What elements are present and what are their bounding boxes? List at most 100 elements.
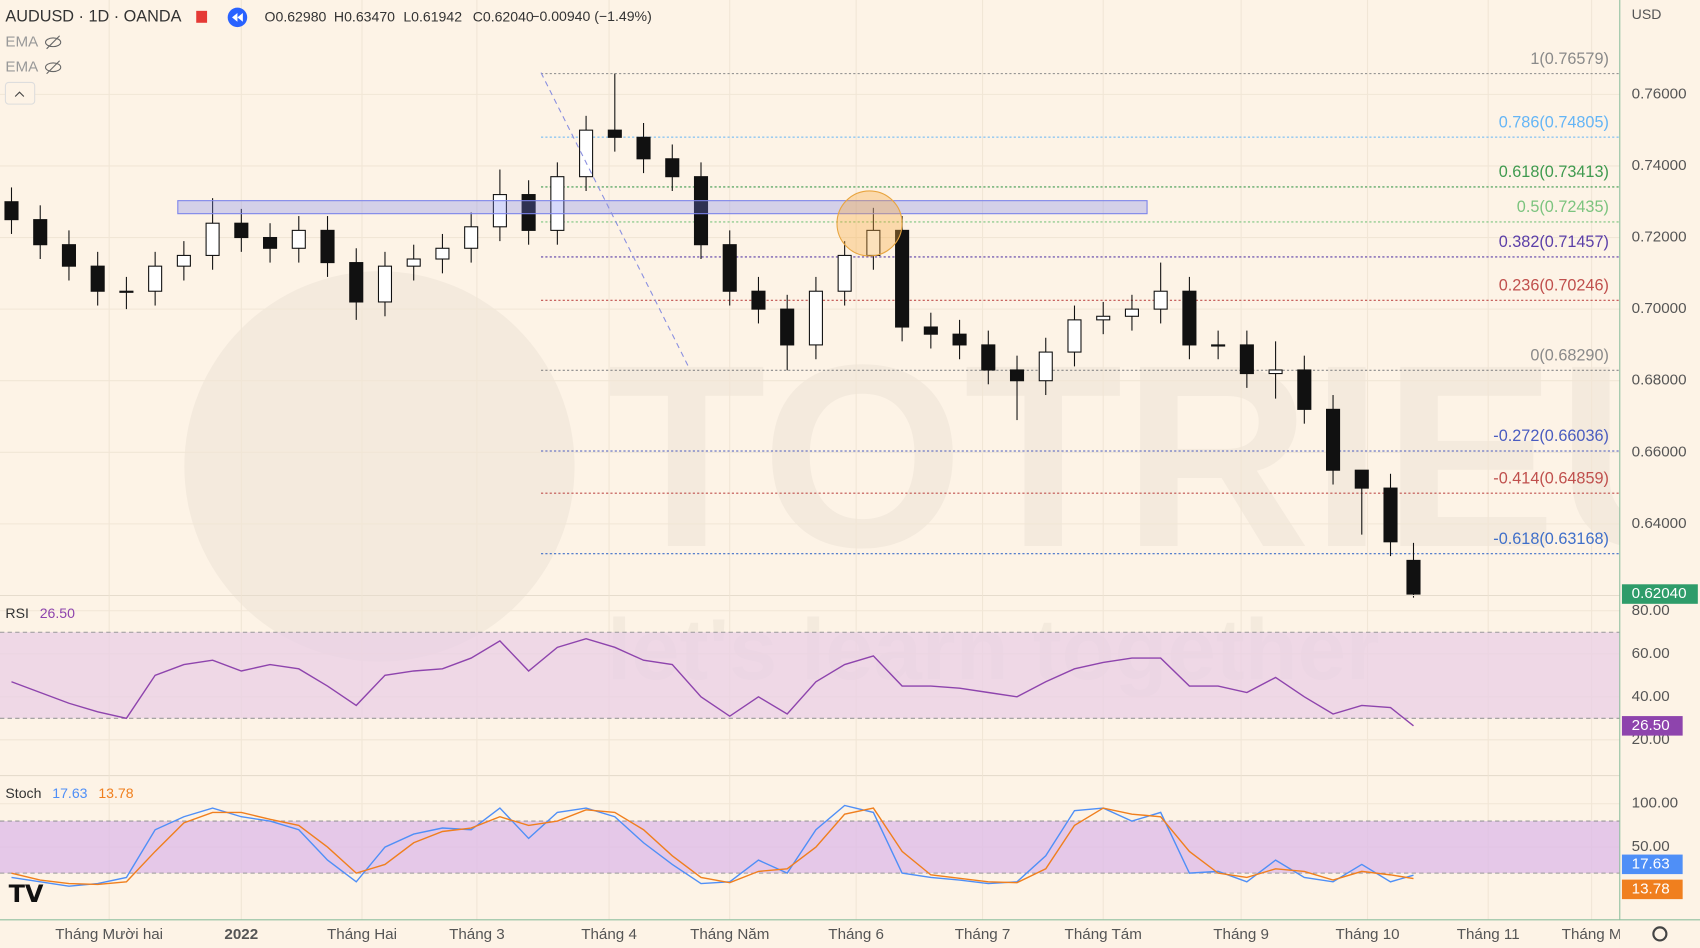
indicator-line xyxy=(11,807,1414,886)
candle-body xyxy=(1268,369,1283,375)
last-value-badge xyxy=(1621,879,1683,900)
fib-label: 0.786(0.74805) xyxy=(1499,113,1609,131)
ohlc-label: C xyxy=(473,8,483,24)
candle-body xyxy=(521,194,536,231)
candle-body xyxy=(895,229,910,328)
pane-title: RSI xyxy=(5,605,28,621)
x-tick-label: Tháng 7 xyxy=(955,926,1011,943)
candle-body xyxy=(349,262,364,303)
band xyxy=(0,632,1620,719)
last-price-badge xyxy=(1621,584,1698,604)
indicator-line xyxy=(11,637,1414,727)
ohlc-label: O xyxy=(265,8,276,24)
candle-body xyxy=(119,290,134,293)
last-value-label: 26.50 xyxy=(1632,717,1670,734)
x-tick-label: Tháng Mười hai xyxy=(55,926,163,943)
pane-value: 17.63 xyxy=(52,785,87,801)
x-tick-label: Tháng 9 xyxy=(1213,926,1269,943)
candle-body xyxy=(464,226,479,249)
fib-label: -0.414(0.64859) xyxy=(1493,469,1609,487)
watermark-logo xyxy=(184,271,574,661)
y-tick-label: 0.76000 xyxy=(1632,85,1687,102)
candle-body xyxy=(751,290,766,310)
candle-body xyxy=(693,176,709,246)
symbol: AUDUSD · 1D · OANDA xyxy=(5,8,181,26)
candle-body xyxy=(1239,344,1254,375)
ohlc-value: 0.63470 xyxy=(344,8,395,24)
y-tick-label: 100.00 xyxy=(1632,795,1678,812)
y-tick-label: 80.00 xyxy=(1632,602,1670,619)
pane-value: 13.78 xyxy=(98,785,133,801)
candle-body xyxy=(90,265,105,292)
x-tick-label: Tháng 6 xyxy=(828,926,884,943)
x-tick-label: Tháng M xyxy=(1562,926,1622,943)
candle-body xyxy=(607,129,622,138)
x-tick-label: Tháng Năm xyxy=(690,926,769,943)
candle-body xyxy=(377,265,393,303)
flag-icon xyxy=(196,10,208,23)
candle-body xyxy=(406,258,421,267)
candle-body xyxy=(780,308,795,346)
settings-icon[interactable] xyxy=(1652,926,1668,942)
x-tick-label: Tháng 11 xyxy=(1457,926,1520,943)
candle-body xyxy=(636,136,651,160)
candle-body xyxy=(1354,469,1369,489)
indicator-label[interactable]: EMA xyxy=(5,58,39,75)
fib-label: 0(0.68290) xyxy=(1530,347,1609,365)
logo: 𝗧𝗩 xyxy=(9,881,44,908)
ohlc-item: L0.61942 xyxy=(403,8,462,24)
last-value-badge xyxy=(1621,716,1683,736)
collapse-glyph xyxy=(14,91,25,97)
y-tick-label: 0.66000 xyxy=(1632,443,1687,460)
candle-body xyxy=(952,333,967,346)
y-tick-label: 0.64000 xyxy=(1632,515,1687,532)
indicator-label[interactable]: EMA xyxy=(5,33,39,50)
y-tick-label: 50.00 xyxy=(1632,838,1670,855)
last-value-badge xyxy=(1621,854,1683,875)
candle-body xyxy=(1067,319,1082,353)
pane-legend: RSI 26.50 xyxy=(5,605,75,621)
ohlc-label: H xyxy=(334,8,344,24)
fib-label: 1(0.76579) xyxy=(1530,50,1609,68)
candle-body xyxy=(1297,369,1312,410)
candle-body xyxy=(263,236,278,249)
candle-body xyxy=(33,219,48,246)
candle-body xyxy=(1096,315,1111,321)
candle-body xyxy=(4,201,19,221)
candle-body xyxy=(1406,559,1421,595)
highlight-circle xyxy=(836,190,903,257)
ohlc-item: O0.62980 xyxy=(265,8,327,24)
ohlc-item: C0.62040 xyxy=(473,8,534,24)
pane-value: 26.50 xyxy=(40,605,75,621)
hidden-icons xyxy=(44,35,62,75)
x-tick-label: Tháng 4 xyxy=(581,926,637,943)
candle-body xyxy=(665,158,680,178)
candle-body xyxy=(550,176,565,231)
candle-body xyxy=(1124,308,1139,317)
candle-body xyxy=(435,247,450,260)
candle-body xyxy=(1326,408,1341,471)
fib-label: 0.382(0.71457) xyxy=(1499,233,1609,251)
candle-body xyxy=(923,326,938,335)
candle-body xyxy=(1038,351,1053,382)
candle-body xyxy=(1211,344,1226,347)
fib-label: 0.618(0.73413) xyxy=(1499,163,1609,181)
candle-body xyxy=(579,129,594,178)
x-tick-label: Tháng 10 xyxy=(1335,926,1399,943)
candle-body xyxy=(722,244,737,292)
candle-body xyxy=(1009,369,1025,382)
price-scale-bg xyxy=(1619,0,1700,948)
y-tick-label: 60.00 xyxy=(1632,645,1670,662)
candle-body xyxy=(808,290,823,346)
y-tick-label: 0.72000 xyxy=(1632,229,1687,246)
trend-line xyxy=(540,72,691,370)
y-tick-label: 40.00 xyxy=(1632,688,1670,705)
currency-label: USD xyxy=(1632,6,1662,22)
candle-body xyxy=(1383,487,1398,543)
pane-title: Stoch xyxy=(5,785,41,801)
fib-label: -0.272(0.66036) xyxy=(1493,427,1609,445)
